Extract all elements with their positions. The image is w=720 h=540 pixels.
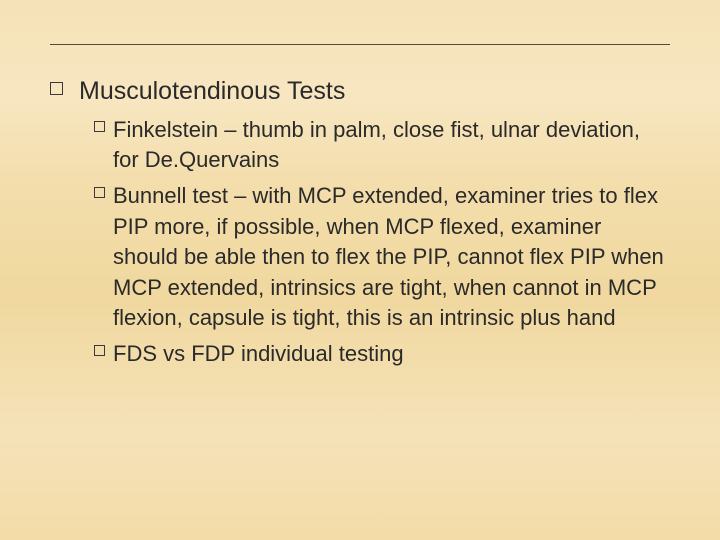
square-bullet-icon <box>94 187 105 198</box>
list-item-text: Bunnell test – with MCP extended, examin… <box>113 181 670 333</box>
sub-items-block: Finkelstein – thumb in palm, close fist,… <box>94 115 670 370</box>
heading-row: Musculotendinous Tests <box>50 75 670 109</box>
list-item-text: FDS vs FDP individual testing <box>113 339 404 369</box>
list-item-text: Finkelstein – thumb in palm, close fist,… <box>113 115 670 176</box>
square-bullet-icon <box>94 345 105 356</box>
slide-container: Musculotendinous Tests Finkelstein – thu… <box>0 0 720 540</box>
heading-text: Musculotendinous Tests <box>79 75 345 109</box>
square-bullet-icon <box>50 82 63 95</box>
title-underline <box>50 44 670 45</box>
list-item: Bunnell test – with MCP extended, examin… <box>94 181 670 333</box>
list-item: Finkelstein – thumb in palm, close fist,… <box>94 115 670 176</box>
square-bullet-icon <box>94 121 105 132</box>
list-item: FDS vs FDP individual testing <box>94 339 670 369</box>
